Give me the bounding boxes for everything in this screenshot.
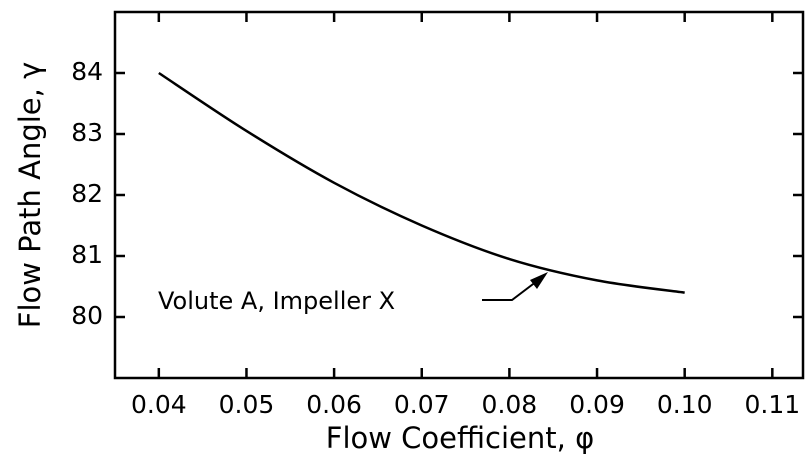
- data-line: [158, 71, 685, 294]
- x-tick-label: 0.04: [131, 390, 187, 419]
- x-tick-label: 0.07: [394, 390, 450, 419]
- plot-frame: [113, 10, 805, 380]
- x-tick-label: 0.09: [569, 390, 625, 419]
- y-tick-label: 81: [71, 240, 103, 269]
- annotation: Volute A, Impeller X: [158, 287, 395, 315]
- y-tick-label: 83: [71, 118, 103, 147]
- x-tick-label: 0.11: [744, 390, 800, 419]
- y-axis-label: Flow Path Angle, γ: [13, 62, 47, 328]
- x-tick-label: 0.10: [657, 390, 713, 419]
- y-tick-label: 80: [71, 301, 103, 330]
- y-tick-label: 82: [71, 179, 103, 208]
- x-axis-label: Flow Coefficient, φ: [326, 421, 594, 455]
- x-tick-label: 0.08: [482, 390, 538, 419]
- y-tick-label: 84: [71, 57, 103, 86]
- x-tick-label: 0.05: [219, 390, 275, 419]
- x-tick-label: 0.06: [306, 390, 362, 419]
- annotation-arrowhead: [530, 272, 548, 289]
